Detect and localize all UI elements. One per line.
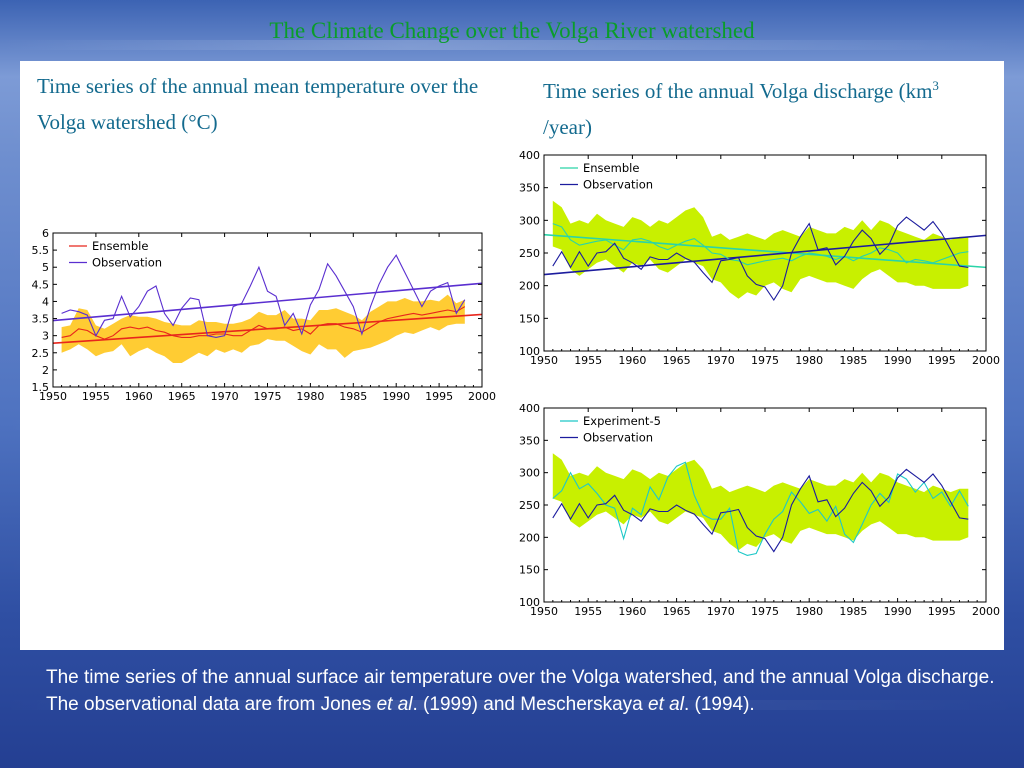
x-tick-label: 1960 [618, 605, 646, 618]
y-tick-label: 200 [519, 280, 540, 293]
x-tick-label: 1960 [125, 390, 153, 403]
y-tick-label: 300 [519, 214, 540, 227]
y-tick-label: 350 [519, 434, 540, 447]
x-tick-label: 2000 [972, 354, 1000, 367]
series-line [552, 468, 969, 553]
x-tick-label: 1990 [884, 605, 912, 618]
y-tick-label: 5 [42, 261, 49, 274]
discharge-heading: Time series of the annual Volga discharg… [543, 68, 993, 145]
x-tick-label: 1985 [839, 605, 867, 618]
caption-text-1: The time series of the annual surface ai… [46, 667, 995, 715]
trend-line [52, 282, 483, 322]
legend-label: Observation [583, 431, 653, 445]
legend-label: Experiment-5 [583, 414, 661, 428]
x-tick-label: 2000 [468, 390, 496, 403]
y-tick-label: 250 [519, 247, 540, 260]
x-tick-label: 1965 [663, 605, 691, 618]
series-line [552, 216, 969, 302]
slide-title: The Climate Change over the Volga River … [269, 18, 755, 43]
discharge-heading-main: Time series of the annual Volga discharg… [543, 79, 933, 103]
x-tick-label: 1965 [168, 390, 196, 403]
spread-band [552, 453, 969, 551]
y-tick-label: 150 [519, 312, 540, 325]
caption-etal-1: et al [376, 694, 413, 715]
x-tick-label: 1995 [928, 354, 956, 367]
spread-band [552, 200, 969, 299]
discharge-heading-superscript: 3 [932, 78, 939, 93]
x-tick-label: 1995 [928, 605, 956, 618]
x-tick-label: 1995 [425, 390, 453, 403]
y-tick-label: 3 [42, 330, 49, 343]
y-tick-label: 400 [519, 151, 540, 162]
series-line [61, 254, 466, 338]
x-tick-label: 1975 [751, 354, 779, 367]
temperature-chart: 1950 1955 1960 1965 1970 1975 1980 1985 1990 1995… [32, 227, 497, 403]
y-tick-label: 250 [519, 499, 540, 512]
y-tick-label: 200 [519, 531, 540, 544]
x-tick-label: 1975 [254, 390, 282, 403]
x-tick-label: 1990 [382, 390, 410, 403]
x-tick-label: 1980 [795, 605, 823, 618]
x-tick-label: 1980 [296, 390, 324, 403]
discharge-heading-tail: /year) [543, 115, 592, 139]
trend-line [543, 233, 987, 269]
y-tick-label: 6 [42, 227, 49, 240]
y-tick-label: 3.5 [32, 313, 50, 326]
x-tick-label: 1990 [884, 354, 912, 367]
y-tick-label: 100 [519, 596, 540, 609]
x-tick-label: 1985 [339, 390, 367, 403]
x-tick-label: 1975 [751, 605, 779, 618]
x-tick-label: 1960 [618, 354, 646, 367]
legend-label: Ensemble [92, 239, 148, 253]
series-line [552, 461, 969, 556]
x-tick-label: 1970 [211, 390, 239, 403]
legend-label: Observation [92, 256, 162, 270]
x-tick-label: 1985 [839, 354, 867, 367]
y-tick-label: 5.5 [32, 244, 50, 257]
caption-text-3: . (1994). [683, 694, 755, 715]
temperature-heading: Time series of the annual mean temperatu… [37, 74, 479, 134]
x-tick-label: 1955 [82, 390, 110, 403]
content-panel: Time series of the annual mean temperatu… [20, 61, 1004, 650]
x-tick-label: 2000 [972, 605, 1000, 618]
x-tick-label: 1970 [707, 605, 735, 618]
caption-etal-2: et al [648, 694, 684, 715]
figure-caption: The time series of the annual surface ai… [46, 664, 996, 718]
x-tick-label: 1950 [530, 354, 558, 367]
trend-line [543, 234, 987, 276]
x-tick-label: 1965 [663, 354, 691, 367]
caption-text-2: . (1999) and Mescherskaya [412, 694, 649, 715]
x-tick-label: 1950 [530, 605, 558, 618]
series-line [552, 223, 969, 266]
x-tick-label: 1955 [574, 605, 602, 618]
discharge-experiment5-chart: 1950 1955 1960 1965 1970 1975 1980 1985 1990 1995… [519, 402, 1000, 618]
legend-label: Ensemble [583, 161, 639, 175]
x-tick-label: 1955 [574, 354, 602, 367]
y-tick-label: 400 [519, 402, 540, 415]
y-tick-label: 2.5 [32, 347, 50, 360]
y-tick-label: 300 [519, 467, 540, 480]
legend-label: Observation [583, 178, 653, 192]
x-tick-label: 1970 [707, 354, 735, 367]
y-tick-label: 350 [519, 182, 540, 195]
y-tick-label: 2 [42, 364, 49, 377]
y-tick-label: 4 [42, 295, 49, 308]
y-tick-label: 100 [519, 345, 540, 358]
y-tick-label: 150 [519, 564, 540, 577]
y-tick-label: 1.5 [32, 381, 50, 394]
series-line [61, 306, 466, 340]
discharge-ensemble-chart: 1950 1955 1960 1965 1970 1975 1980 1985 1990 1995… [519, 151, 1000, 367]
x-tick-label: 1950 [39, 390, 67, 403]
x-tick-label: 1980 [795, 354, 823, 367]
y-tick-label: 4.5 [32, 278, 50, 291]
